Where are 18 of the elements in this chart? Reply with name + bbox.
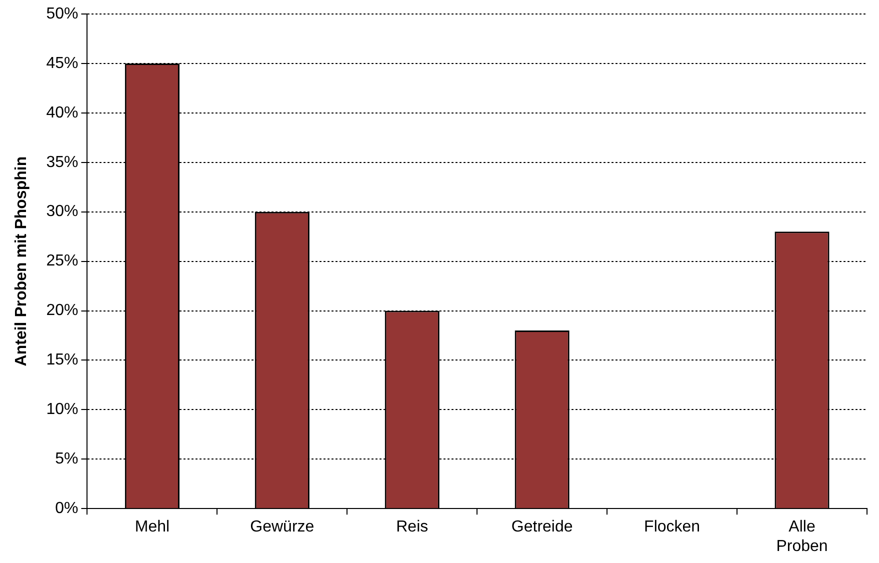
y-tick-label: 20% (46, 302, 78, 320)
y-tick-label: 25% (46, 252, 78, 270)
x-tick-label: Mehl (134, 518, 170, 536)
y-tick-label: 50% (46, 5, 78, 22)
x-tick-label: Getreide (511, 518, 573, 536)
x-tick-label: Gewürze (250, 518, 314, 536)
x-tick-label: Flocken (644, 518, 700, 536)
y-tick-label: 40% (46, 104, 78, 122)
y-tick-label: 35% (46, 154, 78, 171)
x-tick-label: Alle Proben (776, 518, 828, 555)
y-tick-label: 5% (55, 450, 78, 468)
y-tick-label: 10% (46, 401, 78, 418)
y-tick-label: 15% (46, 352, 78, 369)
y-axis-title: Anteil Proben mit Phosphin (13, 156, 30, 366)
x-tick-label: Reis (396, 518, 428, 536)
y-tick-label: 45% (46, 54, 78, 72)
y-tick-label: 0% (55, 500, 78, 518)
y-tick-label: 30% (46, 203, 78, 220)
